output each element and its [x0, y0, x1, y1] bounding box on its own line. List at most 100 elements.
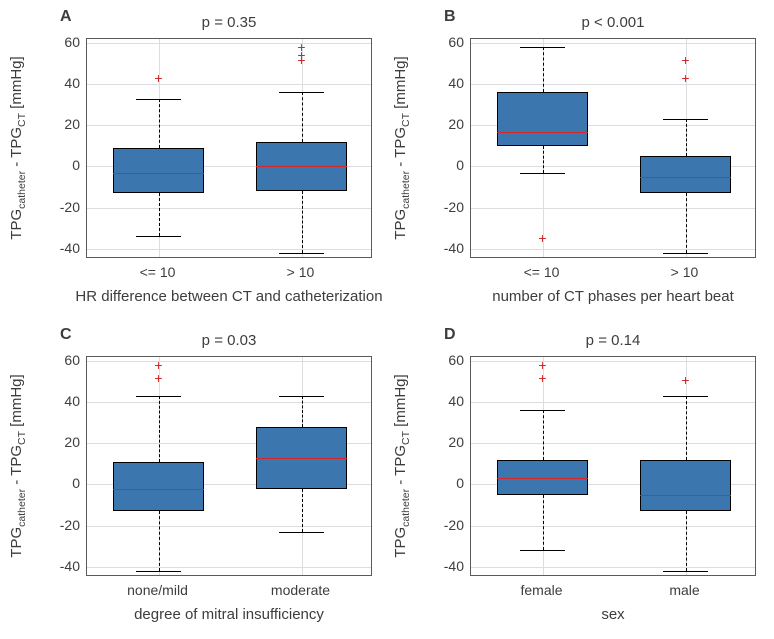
x-axis-label: sex	[601, 606, 624, 623]
y-axis-label: TPGcatheter - TPGCT [mmHg]	[392, 374, 412, 557]
gridline-h	[471, 43, 755, 44]
gridline-h	[87, 208, 371, 209]
gridline-h	[87, 249, 371, 250]
whisker-lower	[302, 489, 303, 532]
ytick-label: 20	[430, 116, 464, 132]
whisker-upper	[543, 410, 544, 459]
ytick-label: 40	[430, 75, 464, 91]
whisker-cap-lower	[279, 532, 325, 533]
median-line	[640, 177, 732, 178]
median-line	[497, 478, 589, 479]
ytick-label: -20	[46, 199, 80, 215]
ytick-label: 60	[46, 352, 80, 368]
whisker-cap-lower	[663, 571, 709, 572]
gridline-h	[87, 361, 371, 362]
panel-D: Dp = 0.14+++-40-200204060femalemaleTPGca…	[396, 326, 768, 634]
panel-C: Cp = 0.03++-40-200204060none/mildmoderat…	[12, 326, 384, 634]
ytick-label: 0	[430, 475, 464, 491]
xtick-label: female	[520, 582, 562, 598]
whisker-lower	[543, 146, 544, 173]
median-line	[497, 132, 589, 133]
box	[113, 148, 205, 193]
panel-B: Bp < 0.001+++-40-200204060<= 10> 10TPGca…	[396, 8, 768, 316]
ytick-label: -40	[46, 240, 80, 256]
whisker-cap-lower	[279, 253, 325, 254]
p-value: p = 0.03	[202, 332, 257, 349]
x-axis-label: number of CT phases per heart beat	[492, 288, 734, 305]
gridline-h	[87, 526, 371, 527]
ytick-label: 0	[430, 157, 464, 173]
gridline-h	[471, 208, 755, 209]
panel-A: Ap = 0.35++++-40-200204060<= 10> 10TPGca…	[12, 8, 384, 316]
y-axis-label: TPGcatheter - TPGCT [mmHg]	[8, 374, 28, 557]
outlier-marker: +	[538, 231, 546, 245]
whisker-cap-lower	[663, 253, 709, 254]
plot-area: +++	[470, 356, 756, 576]
p-value: p = 0.14	[586, 332, 641, 349]
box	[497, 92, 589, 145]
gridline-h	[471, 402, 755, 403]
whisker-cap-upper	[663, 396, 709, 397]
gridline-h	[87, 84, 371, 85]
box	[640, 460, 732, 511]
median-line	[256, 458, 348, 459]
ytick-label: 40	[430, 393, 464, 409]
ytick-label: 60	[430, 352, 464, 368]
xtick-label: > 10	[287, 264, 315, 280]
outlier-marker: +	[297, 40, 305, 54]
outlier-marker: +	[681, 373, 689, 387]
ytick-label: 60	[430, 34, 464, 50]
ytick-label: -40	[46, 558, 80, 574]
whisker-cap-upper	[520, 410, 566, 411]
xtick-label: none/mild	[127, 582, 188, 598]
whisker-upper	[159, 396, 160, 462]
whisker-upper	[302, 92, 303, 141]
xtick-label: <= 10	[140, 264, 176, 280]
outlier-marker: +	[681, 53, 689, 67]
ytick-label: 20	[46, 434, 80, 450]
whisker-lower	[686, 193, 687, 253]
whisker-upper	[159, 99, 160, 148]
median-line	[113, 173, 205, 174]
ytick-label: 0	[46, 157, 80, 173]
whisker-upper	[686, 119, 687, 156]
x-axis-label: degree of mitral insufficiency	[134, 606, 324, 623]
whisker-cap-lower	[136, 236, 182, 237]
panel-letter: D	[444, 326, 456, 344]
whisker-cap-lower	[520, 173, 566, 174]
gridline-h	[87, 125, 371, 126]
gridline-h	[471, 249, 755, 250]
ytick-label: -20	[430, 199, 464, 215]
gridline-h	[87, 43, 371, 44]
gridline-h	[471, 567, 755, 568]
whisker-lower	[543, 495, 544, 551]
xtick-label: male	[669, 582, 699, 598]
gridline-h	[471, 526, 755, 527]
outlier-marker: +	[538, 358, 546, 372]
xtick-label: moderate	[271, 582, 330, 598]
median-line	[640, 495, 732, 496]
whisker-upper	[302, 396, 303, 427]
panel-letter: B	[444, 8, 456, 26]
ytick-label: -40	[430, 558, 464, 574]
gridline-h	[87, 402, 371, 403]
plot-area: ++++	[86, 38, 372, 258]
ytick-label: 20	[46, 116, 80, 132]
ytick-label: -20	[46, 517, 80, 533]
plot-area: +++	[470, 38, 756, 258]
xtick-label: <= 10	[524, 264, 560, 280]
whisker-cap-upper	[136, 99, 182, 100]
ytick-label: -40	[430, 240, 464, 256]
outlier-marker: +	[154, 358, 162, 372]
whisker-cap-upper	[136, 396, 182, 397]
xtick-label: > 10	[671, 264, 699, 280]
panel-letter: C	[60, 326, 72, 344]
whisker-lower	[686, 511, 687, 571]
y-axis-label: TPGcatheter - TPGCT [mmHg]	[392, 56, 412, 239]
plot-area: ++	[86, 356, 372, 576]
gridline-h	[471, 361, 755, 362]
ytick-label: 60	[46, 34, 80, 50]
ytick-label: 40	[46, 75, 80, 91]
ytick-label: 20	[430, 434, 464, 450]
whisker-cap-upper	[279, 396, 325, 397]
